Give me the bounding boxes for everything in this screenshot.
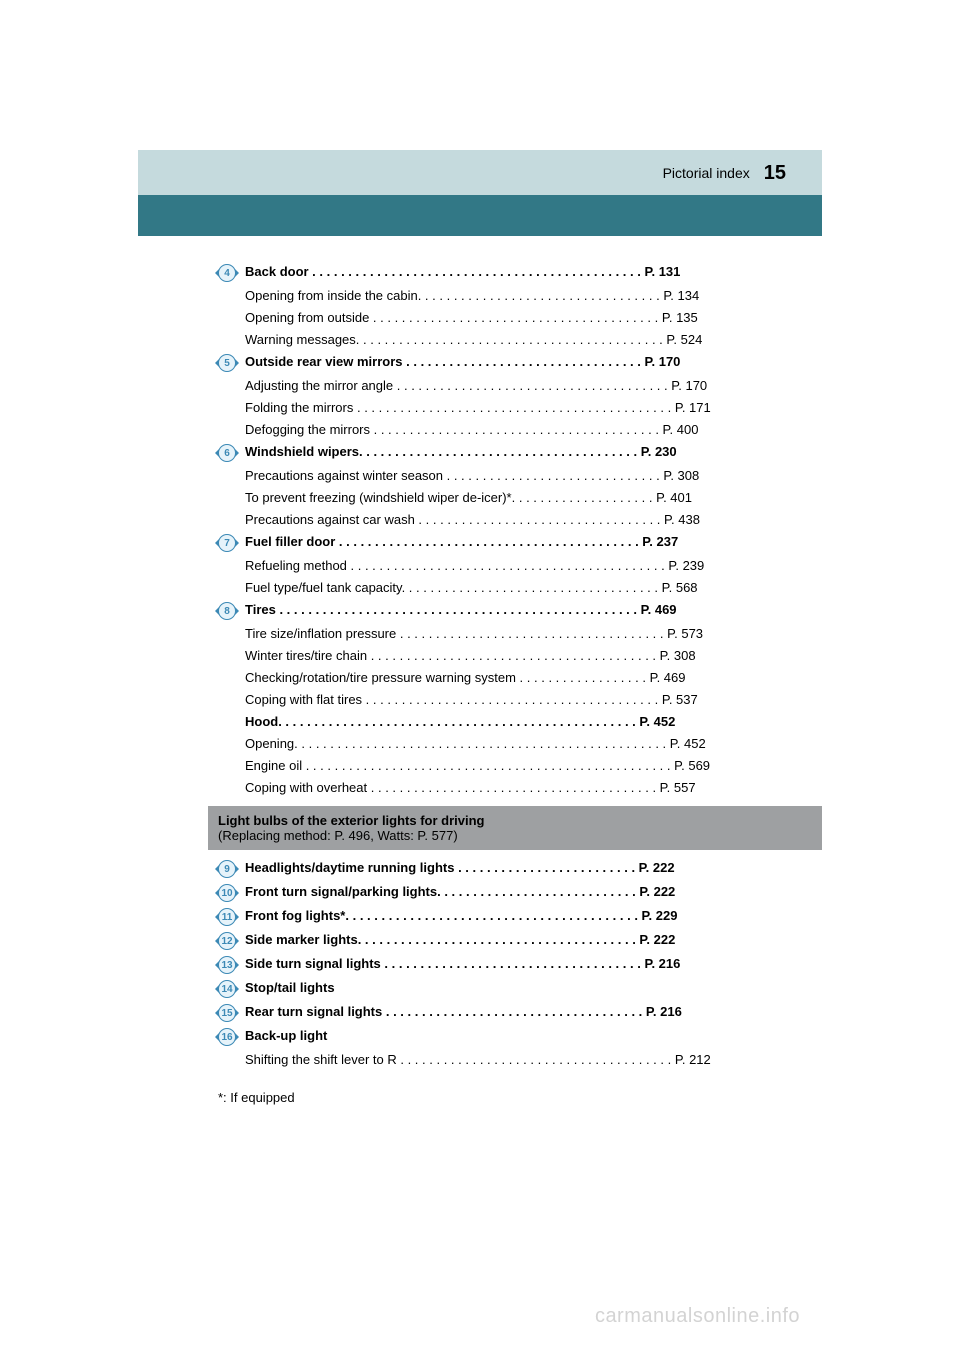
line-14: Stop/tail lights bbox=[245, 978, 822, 998]
line-16: Back-up light bbox=[245, 1026, 822, 1046]
bubble-13: 13 bbox=[218, 956, 236, 974]
bubble-6: 6 bbox=[218, 444, 236, 462]
bubble-10: 10 bbox=[218, 884, 236, 902]
bubble-7: 7 bbox=[218, 534, 236, 552]
bubble-5: 5 bbox=[218, 354, 236, 372]
line-7-s2: Fuel type/fuel tank capacity. . . . . . … bbox=[218, 578, 822, 598]
footnote: *: If equipped bbox=[218, 1088, 822, 1108]
item-4: 4 Back door . . . . . . . . . . . . . . … bbox=[218, 262, 822, 284]
line-8-s5: Hood. . . . . . . . . . . . . . . . . . … bbox=[218, 712, 822, 732]
line-5-s3: Defogging the mirrors . . . . . . . . . … bbox=[218, 420, 822, 440]
bubble-8: 8 bbox=[218, 602, 236, 620]
line-15: Rear turn signal lights . . . . . . . . … bbox=[245, 1002, 822, 1022]
bubble-12: 12 bbox=[218, 932, 236, 950]
teal-bar bbox=[138, 195, 822, 236]
item-7: 7 Fuel filler door . . . . . . . . . . .… bbox=[218, 532, 822, 554]
line-13: Side turn signal lights . . . . . . . . … bbox=[245, 954, 822, 974]
light-bulbs-title: Light bulbs of the exterior lights for d… bbox=[218, 813, 812, 828]
line-6-s2: To prevent freezing (windshield wiper de… bbox=[218, 488, 822, 508]
line-8-s4: Coping with flat tires . . . . . . . . .… bbox=[218, 690, 822, 710]
item-6: 6 Windshield wipers. . . . . . . . . . .… bbox=[218, 442, 822, 464]
light-bulbs-section: Light bulbs of the exterior lights for d… bbox=[208, 806, 822, 850]
line-6-main: Windshield wipers. . . . . . . . . . . .… bbox=[245, 442, 822, 462]
line-6-s3: Precautions against car wash . . . . . .… bbox=[218, 510, 822, 530]
item-13: 13 Side turn signal lights . . . . . . .… bbox=[218, 954, 822, 976]
bubble-15: 15 bbox=[218, 1004, 236, 1022]
item-10: 10 Front turn signal/parking lights. . .… bbox=[218, 882, 822, 904]
line-8-s6: Opening. . . . . . . . . . . . . . . . .… bbox=[218, 734, 822, 754]
item-9: 9 Headlights/daytime running lights . . … bbox=[218, 858, 822, 880]
line-5-main: Outside rear view mirrors . . . . . . . … bbox=[245, 352, 822, 372]
bubble-14: 14 bbox=[218, 980, 236, 998]
bubble-11: 11 bbox=[218, 908, 236, 926]
page-container: Pictorial index 15 4 Back door . . . . .… bbox=[0, 0, 960, 1108]
item-12: 12 Side marker lights. . . . . . . . . .… bbox=[218, 930, 822, 952]
item-16: 16 Back-up light bbox=[218, 1026, 822, 1048]
watermark: carmanualsonline.info bbox=[595, 1305, 800, 1328]
line-8-s1: Tire size/inflation pressure . . . . . .… bbox=[218, 624, 822, 644]
header-bar: Pictorial index 15 bbox=[138, 150, 822, 196]
page-number: 15 bbox=[764, 162, 786, 185]
line-16-s1: Shifting the shift lever to R . . . . . … bbox=[218, 1050, 822, 1070]
item-5: 5 Outside rear view mirrors . . . . . . … bbox=[218, 352, 822, 374]
line-10: Front turn signal/parking lights. . . . … bbox=[245, 882, 822, 902]
line-4-s2: Opening from outside . . . . . . . . . .… bbox=[218, 308, 822, 328]
line-11: Front fog lights*. . . . . . . . . . . .… bbox=[245, 906, 822, 926]
line-4-main: Back door . . . . . . . . . . . . . . . … bbox=[245, 262, 822, 282]
line-8-s7: Engine oil . . . . . . . . . . . . . . .… bbox=[218, 756, 822, 776]
line-5-s1: Adjusting the mirror angle . . . . . . .… bbox=[218, 376, 822, 396]
line-9: Headlights/daytime running lights . . . … bbox=[245, 858, 822, 878]
line-8-s2: Winter tires/tire chain . . . . . . . . … bbox=[218, 646, 822, 666]
item-8: 8 Tires . . . . . . . . . . . . . . . . … bbox=[218, 600, 822, 622]
line-7-s1: Refueling method . . . . . . . . . . . .… bbox=[218, 556, 822, 576]
line-8-s3: Checking/rotation/tire pressure warning … bbox=[218, 668, 822, 688]
header-label: Pictorial index bbox=[663, 165, 750, 181]
line-8-s8: Coping with overheat . . . . . . . . . .… bbox=[218, 778, 822, 798]
item-14: 14 Stop/tail lights bbox=[218, 978, 822, 1000]
light-bulbs-sub: (Replacing method: P. 496, Watts: P. 577… bbox=[218, 828, 812, 843]
bubble-16: 16 bbox=[218, 1028, 236, 1046]
item-11: 11 Front fog lights*. . . . . . . . . . … bbox=[218, 906, 822, 928]
line-12: Side marker lights. . . . . . . . . . . … bbox=[245, 930, 822, 950]
bubble-4: 4 bbox=[218, 264, 236, 282]
line-8-main: Tires . . . . . . . . . . . . . . . . . … bbox=[245, 600, 822, 620]
line-5-s2: Folding the mirrors . . . . . . . . . . … bbox=[218, 398, 822, 418]
line-7-main: Fuel filler door . . . . . . . . . . . .… bbox=[245, 532, 822, 552]
line-4-s1: Opening from inside the cabin. . . . . .… bbox=[218, 286, 822, 306]
content-area: 4 Back door . . . . . . . . . . . . . . … bbox=[138, 236, 822, 1108]
bubble-9: 9 bbox=[218, 860, 236, 878]
line-4-s3: Warning messages. . . . . . . . . . . . … bbox=[218, 330, 822, 350]
line-6-s1: Precautions against winter season . . . … bbox=[218, 466, 822, 486]
item-15: 15 Rear turn signal lights . . . . . . .… bbox=[218, 1002, 822, 1024]
